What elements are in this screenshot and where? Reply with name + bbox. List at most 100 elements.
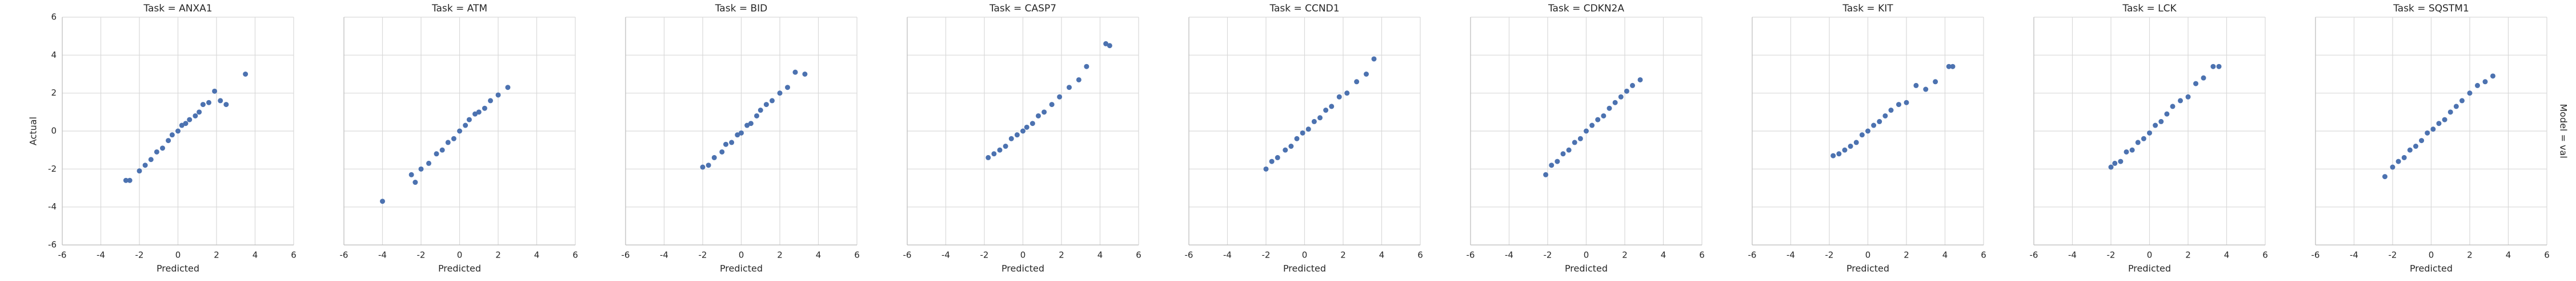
scatter-point	[2407, 147, 2413, 153]
x-tick-label: 2	[495, 250, 501, 260]
x-tick-label: -4	[2350, 250, 2358, 260]
scatter-point	[1555, 159, 1560, 164]
scatter-point	[1354, 79, 1360, 85]
scatter-point	[1842, 147, 1848, 153]
scatter-point	[2395, 159, 2401, 164]
x-tick-label: 0	[1865, 250, 1871, 260]
scatter-point	[137, 168, 142, 174]
scatter-point	[2467, 90, 2473, 96]
x-tick-label: 0	[457, 250, 463, 260]
scatter-point	[200, 102, 206, 108]
scatter-point	[1275, 155, 1280, 160]
scatter-point	[770, 98, 775, 104]
scatter-point	[2153, 122, 2158, 128]
panel-title: Task = CASP7	[989, 3, 1056, 14]
x-tick-label: 6	[854, 250, 860, 260]
scatter-point	[1020, 128, 1025, 134]
row-label: Model = val	[2558, 104, 2569, 158]
x-tick-label: -2	[2107, 250, 2116, 260]
scatter-point	[2124, 149, 2129, 155]
x-axis-label: Predicted	[2410, 263, 2453, 274]
scatter-point	[1300, 130, 1305, 136]
scatter-point	[2178, 98, 2183, 104]
scatter-point	[179, 122, 185, 128]
x-tick-label: -2	[980, 250, 989, 260]
scatter-point	[1896, 102, 1901, 108]
x-tick-label: 6	[2262, 250, 2268, 260]
scatter-point	[1344, 90, 1350, 96]
scatter-point	[706, 163, 711, 168]
scatter-point	[2129, 147, 2135, 153]
y-tick-label: 4	[51, 50, 57, 60]
scatter-point	[2185, 94, 2191, 100]
x-tick-label: 4	[1661, 250, 1666, 260]
scatter-point	[1560, 151, 1566, 157]
scatter-point	[439, 147, 445, 153]
x-tick-label: -4	[97, 250, 105, 260]
x-tick-label: -6	[1748, 250, 1757, 260]
scatter-point	[802, 72, 808, 77]
panel-title: Task = ATM	[431, 3, 487, 14]
scatter-point	[1933, 79, 1938, 85]
x-tick-label: 0	[175, 250, 181, 260]
scatter-point	[2447, 109, 2453, 115]
scatter-point	[985, 155, 991, 160]
x-tick-label: 0	[2429, 250, 2434, 260]
scatter-point	[719, 149, 725, 155]
scatter-point	[1882, 113, 1888, 118]
scatter-point	[1589, 122, 1595, 128]
x-tick-label: -2	[2389, 250, 2397, 260]
scatter-point	[1024, 124, 1029, 130]
scatter-point	[1848, 144, 1853, 149]
x-axis-label: Predicted	[720, 263, 763, 274]
x-tick-label: -6	[340, 250, 348, 260]
scatter-point	[2118, 159, 2124, 164]
panel-title: Task = LCK	[2122, 3, 2177, 14]
x-tick-label: -6	[903, 250, 912, 260]
scatter-point	[160, 145, 165, 151]
scatter-point	[142, 163, 148, 168]
x-tick-label: -2	[1262, 250, 1271, 260]
scatter-point	[744, 122, 750, 128]
x-tick-label: -6	[622, 250, 630, 260]
y-tick-label: -4	[48, 201, 57, 212]
scatter-point	[1946, 64, 1952, 69]
scatter-point	[1269, 159, 1275, 164]
scatter-point	[2390, 164, 2395, 170]
x-tick-label: -4	[1786, 250, 1795, 260]
scatter-point	[197, 109, 202, 115]
scatter-point	[445, 140, 451, 145]
scatter-point	[434, 151, 439, 157]
scatter-point	[1029, 121, 1035, 126]
panel-title: Task = CCND1	[1269, 3, 1339, 14]
scatter-point	[1049, 102, 1055, 108]
scatter-point	[412, 180, 418, 185]
scatter-point	[495, 92, 501, 98]
y-axis-label: Actual	[28, 117, 39, 145]
x-tick-label: 2	[1904, 250, 1909, 260]
scatter-point	[997, 147, 1003, 153]
x-tick-label: -4	[1223, 250, 1232, 260]
panel-title: Task = SQSTM1	[2393, 3, 2469, 14]
scatter-point	[457, 128, 462, 134]
y-tick-label: 0	[51, 126, 57, 136]
scatter-point	[463, 122, 468, 128]
scatter-point	[1624, 88, 1629, 94]
panel-title: Task = BID	[715, 3, 768, 14]
scatter-point	[1305, 126, 1311, 132]
scatter-point	[1836, 151, 1842, 157]
scatter-point	[148, 157, 154, 163]
scatter-point	[1107, 43, 1112, 49]
scatter-point	[2147, 130, 2152, 136]
scatter-point	[2158, 118, 2164, 124]
scatter-point	[1612, 100, 1618, 105]
x-tick-label: 0	[1302, 250, 1308, 260]
panel-title: Task = ANXA1	[143, 3, 212, 14]
scatter-point	[2401, 155, 2407, 160]
x-axis-label: Predicted	[157, 263, 199, 274]
x-tick-label: -2	[1544, 250, 1552, 260]
scatter-point	[1830, 153, 1836, 159]
scatter-point	[1329, 104, 1335, 109]
